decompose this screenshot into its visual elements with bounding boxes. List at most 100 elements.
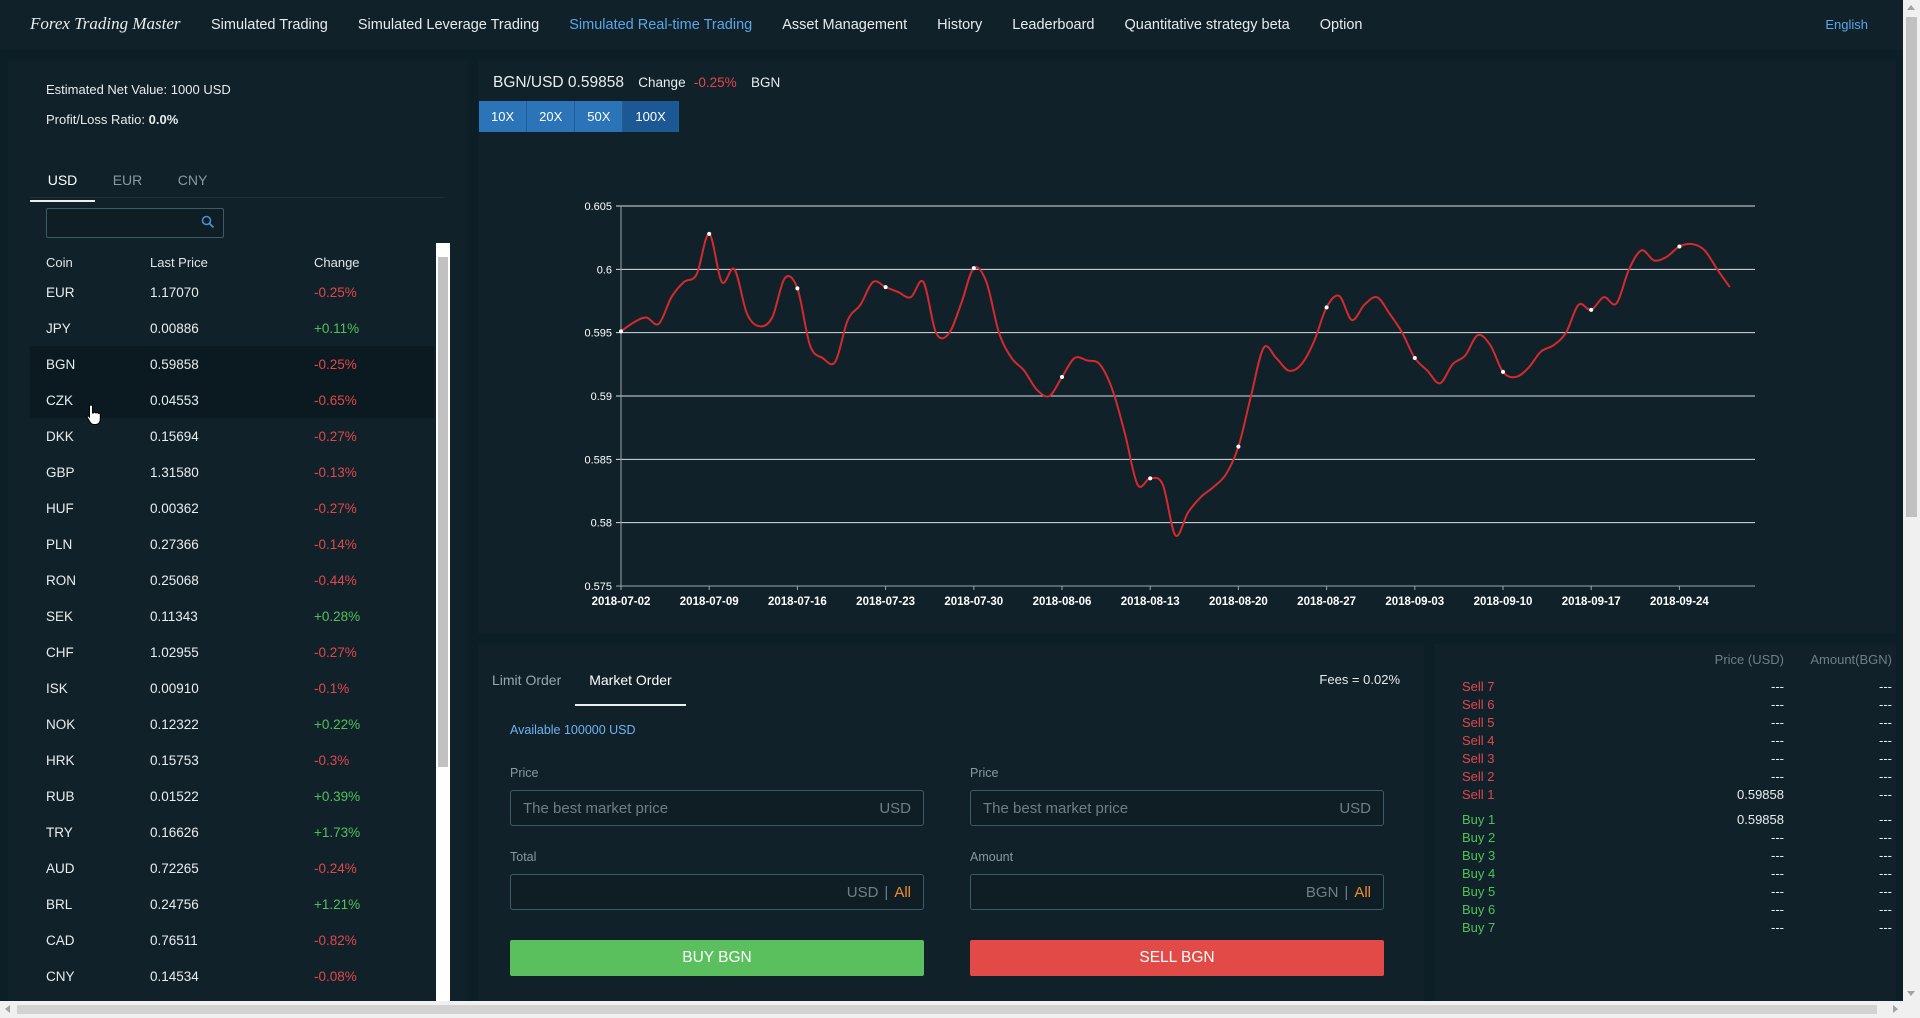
sell-order-row[interactable]: Sell 2 --- --- [1434, 766, 1896, 788]
net-value-line: Estimated Net Value: 1000 USD [46, 82, 231, 97]
leverage-20x[interactable]: 20X [527, 101, 576, 132]
price-chart[interactable]: 0.575 0.58 0.585 0.59 0.595 0.6 0.605 2018-07-0… [478, 60, 1896, 634]
page-vertical-scrollbar[interactable] [1903, 0, 1920, 1018]
scroll-down-arrow-icon[interactable] [1907, 991, 1915, 996]
coin-row[interactable]: CZK 0.04553 -0.65% [30, 382, 434, 418]
coin-row[interactable]: RON 0.25068 -0.44% [30, 562, 434, 598]
buy-order-row[interactable]: Buy 7 --- --- [1434, 917, 1896, 939]
coin-row[interactable]: CNY 0.14534 -0.08% [30, 958, 434, 994]
coin-row[interactable]: DKK 0.15694 -0.27% [30, 418, 434, 454]
buy-price-unit: USD [879, 800, 911, 817]
nav-leaderboard[interactable]: Leaderboard [1012, 17, 1095, 33]
sell-all-button[interactable]: All [1354, 884, 1371, 901]
buy-order-row[interactable]: Buy 6 --- --- [1434, 899, 1896, 921]
coin-last-price: 0.00886 [150, 321, 199, 336]
sell-order-row[interactable]: Sell 4 --- --- [1434, 730, 1896, 752]
coin-row[interactable]: NOK 0.12322 +0.22% [30, 706, 434, 742]
buy-bgn-button[interactable]: BUY BGN [510, 940, 924, 976]
sell-order-row[interactable]: Sell 7 --- --- [1434, 676, 1896, 698]
language-selector[interactable]: English [1825, 17, 1868, 32]
coin-symbol: RON [46, 573, 76, 588]
nav-option[interactable]: Option [1319, 17, 1363, 33]
sell-order-row[interactable]: Sell 5 --- --- [1434, 712, 1896, 734]
net-value: 1000 USD [170, 82, 231, 97]
nav-quantitative-strategy[interactable]: Quantitative strategy beta [1124, 17, 1290, 33]
coin-last-price: 0.12322 [150, 717, 199, 732]
coin-row[interactable]: HUF 0.00362 -0.27% [30, 490, 434, 526]
scroll-up-arrow-icon[interactable] [1907, 5, 1915, 10]
coin-symbol: CNY [46, 969, 75, 984]
order-level-price: --- [1771, 751, 1784, 766]
coin-row[interactable]: RUB 0.01522 +0.39% [30, 778, 434, 814]
page-scroll-thumb[interactable] [1906, 17, 1917, 517]
leverage-50x[interactable]: 50X [575, 101, 624, 132]
scroll-left-arrow-icon[interactable] [5, 1005, 10, 1013]
sell-order-row[interactable]: Sell 6 --- --- [1434, 694, 1896, 716]
coin-row[interactable]: GBP 1.31580 -0.13% [30, 454, 434, 490]
coin-change: -0.82% [314, 933, 357, 948]
coin-row[interactable]: CAD 0.76511 -0.82% [30, 922, 434, 958]
sell-amount-field[interactable]: BGN | All [970, 874, 1384, 910]
brand-logo[interactable]: Forex Trading Master [30, 14, 181, 33]
sell-bgn-button[interactable]: SELL BGN [970, 940, 1384, 976]
coin-row[interactable]: HRK 0.15753 -0.3% [30, 742, 434, 778]
leverage-10x[interactable]: 10X [479, 101, 528, 132]
coin-row[interactable]: ISK 0.00910 -0.1% [30, 670, 434, 706]
order-level-price: --- [1771, 920, 1784, 935]
top-navigation-bar: Forex Trading Master Simulated Trading S… [0, 0, 1920, 50]
tab-limit-order[interactable]: Limit Order [492, 672, 562, 688]
coin-symbol: NOK [46, 717, 76, 732]
coin-row[interactable]: PLN 0.27366 -0.14% [30, 526, 434, 562]
nav-simulated-trading[interactable]: Simulated Trading [211, 17, 328, 33]
page-hscroll-thumb[interactable] [17, 1005, 1877, 1014]
buy-all-button[interactable]: All [894, 884, 911, 901]
coin-search-input[interactable] [46, 208, 224, 238]
y-tick-label: 0.595 [584, 328, 612, 340]
buy-total-field[interactable]: USD | All [510, 874, 924, 910]
tab-market-order[interactable]: Market Order [575, 644, 686, 706]
coin-last-price: 0.00362 [150, 501, 199, 516]
coin-symbol: RUB [46, 789, 75, 804]
page-horizontal-scrollbar[interactable] [0, 1001, 1903, 1018]
sell-order-row[interactable]: Sell 1 0.59858 --- [1434, 784, 1896, 806]
coin-last-price: 0.01522 [150, 789, 199, 804]
nav-simulated-real-time-trading[interactable]: Simulated Real-time Trading [569, 17, 753, 33]
coin-row[interactable]: CHF 1.02955 -0.27% [30, 634, 434, 670]
coin-row[interactable]: EUR 1.17070 -0.25% [30, 274, 434, 310]
buy-order-row[interactable]: Buy 5 --- --- [1434, 881, 1896, 903]
coin-change: -0.25% [314, 285, 357, 300]
coin-row[interactable]: TRY 0.16626 +1.73% [30, 814, 434, 850]
buy-price-field[interactable]: The best market price USD [510, 790, 924, 826]
buy-order-row[interactable]: Buy 3 --- --- [1434, 845, 1896, 867]
tab-cny[interactable]: CNY [177, 172, 208, 188]
buy-order-row[interactable]: Buy 4 --- --- [1434, 863, 1896, 885]
tab-eur[interactable]: EUR [112, 172, 143, 188]
nav-simulated-leverage-trading[interactable]: Simulated Leverage Trading [357, 17, 540, 33]
leverage-100x[interactable]: 100X [623, 101, 679, 132]
coin-list-scroll-thumb[interactable] [438, 257, 448, 767]
x-tick-label: 2018-07-09 [680, 596, 739, 608]
coin-row[interactable]: AUD 0.72265 -0.24% [30, 850, 434, 886]
buy-order-row[interactable]: Buy 2 --- --- [1434, 827, 1896, 849]
coin-last-price: 0.59858 [150, 357, 199, 372]
x-tick-label: 2018-09-10 [1474, 596, 1533, 608]
coin-change: +1.73% [314, 825, 361, 840]
search-icon[interactable] [201, 215, 215, 232]
coin-row[interactable]: BRL 0.24756 +1.21% [30, 886, 434, 922]
data-point [707, 231, 712, 236]
coin-row[interactable]: JPY 0.00886 +0.11% [30, 310, 434, 346]
sell-price-field[interactable]: The best market price USD [970, 790, 1384, 826]
coin-row[interactable]: BGN 0.59858 -0.25% [30, 346, 434, 382]
data-point [1677, 244, 1682, 249]
coin-list-scrollbar[interactable] [436, 243, 450, 1008]
tab-usd[interactable]: USD [30, 162, 95, 202]
buy-order-row[interactable]: Buy 1 0.59858 --- [1434, 809, 1896, 831]
main-nav: Simulated Trading Simulated Leverage Tra… [211, 0, 1393, 50]
sell-order-row[interactable]: Sell 3 --- --- [1434, 748, 1896, 770]
nav-asset-management[interactable]: Asset Management [782, 17, 908, 33]
buy-price-placeholder: The best market price [523, 800, 669, 817]
nav-history[interactable]: History [937, 17, 983, 33]
coin-row[interactable]: SEK 0.11343 +0.28% [30, 598, 434, 634]
scroll-right-arrow-icon[interactable] [1893, 1005, 1898, 1013]
y-tick-label: 0.58 [591, 518, 612, 530]
